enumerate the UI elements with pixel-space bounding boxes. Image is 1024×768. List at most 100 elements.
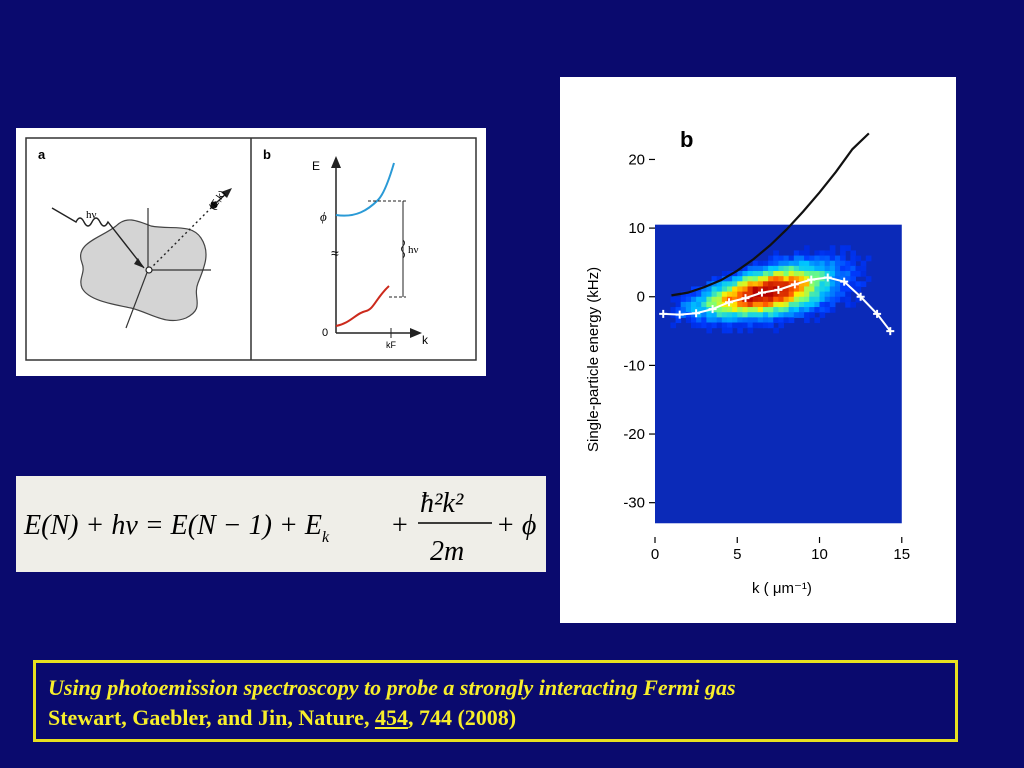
heatmap-cell (685, 307, 692, 313)
heatmap-cell (690, 291, 697, 298)
svg-text:E(N) + hν = E(N − 1) + Ek: E(N) + hν = E(N − 1) + Ek (23, 510, 330, 546)
citation-title: Using photoemission spectroscopy to prob… (48, 675, 736, 700)
heatmap-cell (798, 260, 805, 267)
heatmap-cell (793, 276, 800, 282)
heatmap-cell (742, 322, 749, 329)
heatmap-cell (783, 312, 790, 318)
heatmap-cell (757, 276, 764, 282)
heatmap-cell (732, 322, 738, 329)
heatmap-cell (824, 307, 831, 313)
heatmap-cell (788, 255, 795, 262)
heatmap-cell (829, 260, 836, 267)
heatmap-cell (855, 281, 862, 288)
photon-label: hν (86, 209, 97, 221)
energy-axis-label: E (312, 159, 320, 173)
y-tick-label: 0 (637, 289, 645, 306)
citation-box: Using photoemission spectroscopy to prob… (33, 660, 958, 742)
heatmap-cell (716, 317, 723, 324)
equation-plus: + (392, 510, 408, 541)
heatmap-cell (850, 265, 857, 272)
heatmap-cell (747, 307, 754, 313)
heatmap-cell (804, 301, 810, 308)
heatmap-cell (814, 260, 821, 267)
heatmap-cell (757, 265, 764, 272)
heatmap-cell (757, 286, 764, 293)
heatmap-cell (809, 301, 815, 308)
heatmap-cell (850, 276, 857, 282)
heatmap-cell (819, 312, 826, 318)
heatmap-cell (752, 265, 759, 272)
heatmap-cell (732, 286, 738, 293)
heatmap-cell (680, 296, 687, 303)
heatmap-cell (809, 286, 815, 293)
heatmap-cell (762, 286, 769, 293)
heatmap-cell (788, 286, 795, 293)
heatmap-cell (721, 307, 728, 313)
citation-volume: 454 (374, 705, 408, 730)
heatmap-cell (809, 265, 815, 272)
heatmap-cell (834, 271, 841, 277)
heatmap-cell (788, 301, 795, 308)
heatmap-cell (701, 312, 707, 318)
heatmap-cell (819, 260, 826, 267)
heatmap-cell (788, 317, 795, 324)
heatmap-cell (773, 281, 779, 288)
y-tick-label: 10 (628, 220, 645, 237)
heatmap-cell (762, 312, 769, 318)
heatmap-cell (696, 317, 702, 324)
heatmap-cell (732, 317, 738, 324)
heatmap-cell (716, 322, 723, 329)
heatmap-cell (721, 312, 728, 318)
heatmap-cell (834, 265, 841, 272)
heatmap-cell (804, 260, 810, 267)
heatmap-cell (778, 317, 785, 324)
heatmap-cell (850, 281, 857, 288)
heatmap-cell (721, 286, 728, 293)
heatmap-cell (732, 271, 738, 277)
heatmap-cell (768, 312, 774, 318)
heatmap-cell (809, 271, 815, 277)
lower-band (335, 285, 390, 327)
heatmap-cell (721, 322, 728, 329)
heatmap-cell (829, 307, 836, 313)
heatmap-cell (798, 286, 805, 293)
heatmap-cell (845, 286, 851, 293)
heatmap-cell (773, 265, 779, 272)
sample-blob (79, 219, 207, 322)
heatmap-cell (798, 291, 805, 298)
heatmap-cell (829, 245, 836, 251)
heatmap-cell (737, 307, 743, 313)
heatmap-cell (809, 255, 815, 262)
x-tick-label: 5 (733, 546, 741, 563)
heatmap-cell (773, 317, 779, 324)
heatmap-cell (804, 271, 810, 277)
x-tick-label: 10 (811, 546, 828, 563)
data-point (675, 310, 684, 319)
heatmap-cell (762, 281, 769, 288)
heatmap-cell (778, 260, 785, 267)
heatmap-cell (726, 327, 733, 334)
heatmap-cell (829, 255, 836, 262)
heatmap-cell (798, 271, 805, 277)
plot-y-label: Single-particle energy (kHz) (585, 267, 602, 452)
heatmap-cell (757, 301, 764, 308)
heatmap-cell (680, 301, 687, 308)
k-axis-label: k (422, 333, 429, 347)
heatmap-cell (845, 260, 851, 267)
heatmap-cell (804, 291, 810, 298)
heatmap-cell (701, 322, 707, 329)
heatmap-cell (824, 265, 831, 272)
y-tick-label: 20 (628, 151, 645, 168)
heatmap-cell (768, 307, 774, 313)
heatmap-cell (701, 286, 707, 293)
data-point (692, 309, 701, 318)
heatmap-cell (747, 317, 754, 324)
heatmap-cell (783, 271, 790, 277)
heatmap-cell (726, 281, 733, 288)
heatmap-cell (814, 307, 821, 313)
heatmap-cell (762, 301, 769, 308)
heatmap-cell (696, 301, 702, 308)
heatmap-cell (845, 296, 851, 303)
heatmap-cell (778, 307, 785, 313)
heatmap-cell (762, 260, 769, 267)
